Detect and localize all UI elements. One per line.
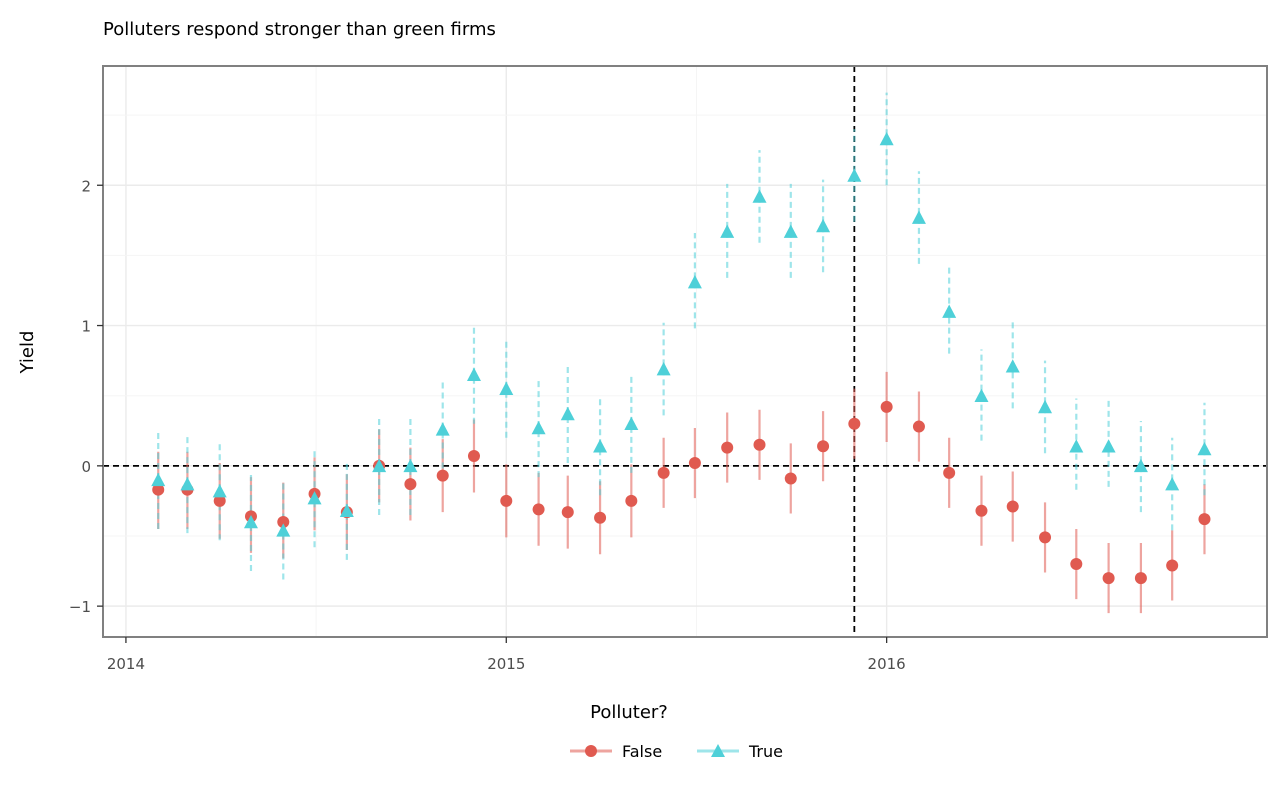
data-point-true (499, 381, 514, 395)
data-point-false (1006, 500, 1019, 513)
chart-title: Polluters respond stronger than green fi… (103, 19, 496, 40)
data-point-false (848, 417, 861, 430)
data-point-false (1166, 559, 1179, 572)
data-point-true (1038, 399, 1053, 414)
data-point-false (436, 469, 449, 482)
legend-title: Polluter? (590, 702, 668, 723)
data-point-true (1165, 477, 1180, 491)
data-point-true (847, 168, 862, 182)
data-point-true (180, 477, 195, 491)
plot-background (103, 66, 1267, 637)
data-point-false (784, 472, 797, 485)
data-point-true (276, 523, 291, 537)
data-point-true (435, 422, 450, 436)
data-point-true (403, 458, 418, 473)
data-point-true (783, 224, 798, 238)
legend-label-true: True (748, 742, 783, 761)
data-point-true (1069, 439, 1084, 453)
data-point-false (213, 494, 226, 507)
data-point-false (1039, 531, 1052, 544)
y-tick-label: 1 (81, 318, 91, 336)
data-point-true (212, 484, 227, 498)
axis-ticks: 2014 2015 2016 −1 0 1 2 (69, 177, 906, 673)
data-point-true (624, 416, 639, 431)
data-point-false (943, 466, 956, 479)
data-point-true (816, 218, 831, 233)
data-point-true (911, 210, 926, 224)
legend-marker-true (711, 744, 725, 757)
legend-item-false: False (570, 742, 662, 761)
x-tick-label: 2015 (487, 655, 525, 673)
data-point-true (1101, 439, 1116, 453)
data-point-false (1102, 572, 1115, 585)
data-point-true (151, 472, 166, 487)
data-point-true (531, 420, 546, 435)
data-point-true (466, 367, 481, 381)
data-point-true (656, 362, 671, 376)
data-point-true (752, 189, 767, 203)
data-point-false (404, 478, 417, 491)
data-point-false (657, 466, 670, 479)
y-tick-label: −1 (69, 598, 91, 616)
data-point-true (1197, 442, 1212, 456)
data-point-false (912, 420, 925, 433)
data-point-false (688, 457, 701, 470)
data-point-true (560, 406, 575, 421)
legend-label-false: False (622, 742, 662, 761)
data-point-false (880, 400, 893, 413)
data-point-true (974, 388, 989, 402)
gridlines (103, 66, 1267, 637)
y-tick-label: 0 (81, 458, 91, 476)
data-point-true (307, 491, 322, 505)
plot-border (102, 65, 1268, 638)
data-point-false (721, 441, 734, 454)
x-tick-label: 2016 (868, 655, 906, 673)
data-point-true (339, 503, 354, 518)
data-point-false (1070, 558, 1083, 571)
data-point-false (817, 440, 830, 453)
data-point-false (594, 511, 607, 524)
data-point-false (500, 494, 513, 507)
data-point-false (1134, 572, 1147, 585)
data-point-false (277, 515, 290, 528)
legend-marker-false (585, 745, 597, 757)
y-tick-label: 2 (81, 177, 91, 195)
data-point-true (243, 514, 258, 529)
data-point-true (879, 131, 894, 146)
x-tick-label: 2014 (107, 655, 145, 673)
data-point-false (532, 503, 545, 516)
data-point-true (687, 275, 702, 289)
plot-area (103, 66, 1267, 637)
data-point-true (942, 304, 957, 318)
panel-border (102, 65, 1268, 638)
legend-item-true: True (697, 742, 783, 761)
data-point-false (625, 494, 638, 507)
data-point-false (753, 438, 766, 451)
data-point-true (593, 439, 608, 453)
data-point-true (1133, 458, 1148, 473)
y-axis-title: Yield (17, 331, 38, 375)
data-point-false (467, 450, 480, 463)
data-point-false (152, 483, 165, 496)
data-point-true (372, 458, 387, 473)
data-point-true (720, 224, 735, 238)
data-point-false (975, 504, 988, 517)
data-point-true (1005, 359, 1020, 373)
data-point-false (1198, 513, 1211, 526)
data-point-false (561, 506, 574, 519)
data-points (151, 131, 1212, 585)
legend: Polluter? False True (570, 702, 783, 761)
